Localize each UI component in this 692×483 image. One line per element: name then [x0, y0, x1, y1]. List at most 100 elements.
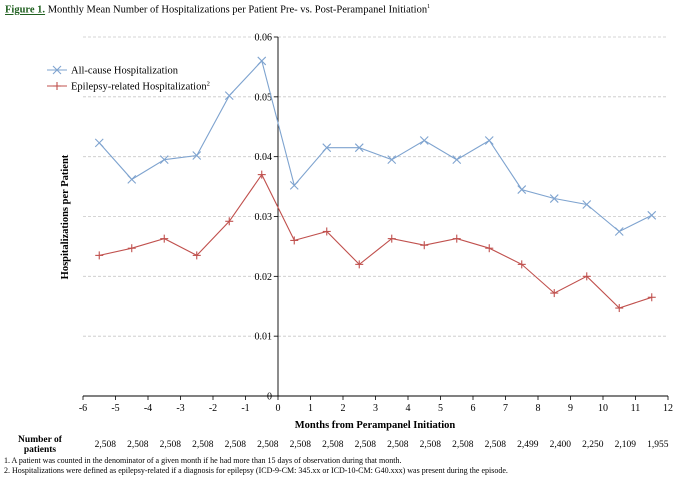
series-1-point [94, 138, 104, 148]
x-tick-label: -1 [241, 403, 249, 414]
series-2-point [355, 260, 364, 269]
x-tick-label: 5 [438, 403, 443, 414]
x-tick-label: 10 [598, 403, 608, 414]
patients-row-label: patients [24, 445, 57, 455]
x-tick-label: -3 [176, 403, 184, 414]
figure-title: Figure 1. Monthly Mean Number of Hospita… [5, 4, 430, 16]
patients-count: 2,508 [127, 440, 149, 450]
y-tick-label: 0.03 [255, 212, 273, 223]
series-1-point [484, 136, 494, 145]
x-tick-label: -2 [209, 403, 217, 414]
series-2-point [192, 251, 201, 260]
marker-stroke [549, 194, 559, 203]
x-tick-label: 8 [536, 403, 541, 414]
series-1-point [452, 155, 462, 165]
legend: All-cause Hospitalization Epilepsy-relate… [47, 66, 210, 93]
legend-label-text: Epilepsy-related Hospitalization [71, 82, 207, 93]
series-2-point [615, 304, 624, 313]
x-tick-label: 3 [373, 403, 378, 414]
series-2-point [160, 234, 169, 243]
x-tick-label: 1 [308, 403, 313, 414]
patients-row-label: Number of [18, 435, 63, 445]
x-tick-label: -4 [144, 403, 152, 414]
patients-count: 2,508 [95, 440, 117, 450]
series-1-point [419, 136, 429, 145]
series-1-point [192, 151, 202, 160]
axes: 00.010.020.030.040.050.06-6 -5 -4 -3 -2 -1 0 1 2… [79, 33, 673, 415]
patients-count: 2,508 [485, 440, 507, 450]
patients-count: 2,508 [387, 440, 409, 450]
series-2-point [257, 170, 266, 179]
series-1-point [549, 194, 559, 203]
series-1-point [322, 143, 332, 153]
legend-marker [53, 82, 61, 90]
patients-count: 2,508 [192, 440, 214, 450]
x-tick-label: 9 [568, 403, 573, 414]
series-1-point [127, 175, 137, 184]
patients-count: 2,508 [257, 440, 279, 450]
data-series [94, 56, 657, 313]
marker-stroke [387, 155, 397, 165]
patients-count: 2,508 [452, 440, 474, 450]
marker-stroke [224, 91, 234, 101]
x-tick-label: -6 [79, 403, 87, 414]
series-2-point [452, 234, 461, 243]
footnote-2: 2. Hospitalizations were defined as epil… [4, 466, 508, 475]
series-1-point [354, 143, 364, 153]
y-axis-title: Hospitalizations per Patient [60, 154, 71, 279]
series-2-point [485, 244, 494, 253]
marker-stroke [647, 210, 657, 220]
marker-stroke [257, 56, 267, 66]
x-tick-label: 6 [471, 403, 476, 414]
figure-title-text: Monthly Mean Number of Hospitalizations … [45, 4, 428, 16]
series-1-point [582, 200, 592, 209]
series-2-point [582, 272, 591, 281]
x-tick-label: 0 [276, 403, 281, 414]
series-1-point [257, 56, 267, 66]
patients-count: 2,250 [582, 440, 604, 450]
marker-stroke [127, 175, 137, 184]
y-tick-label: 0.06 [255, 33, 273, 44]
marker-stroke [614, 227, 624, 236]
patients-count: 2,508 [355, 440, 377, 450]
series-2-point [95, 251, 104, 260]
patients-count: 2,499 [517, 440, 539, 450]
x-tick-label: 7 [503, 403, 508, 414]
y-tick-label: 0.04 [255, 152, 273, 163]
y-tick-label: 0.01 [255, 332, 273, 343]
series-2-point [420, 241, 429, 250]
x-tick-label: 11 [631, 403, 641, 414]
series-2-point [550, 289, 559, 298]
marker-stroke [192, 151, 202, 160]
marker-stroke [52, 65, 62, 75]
figure-label: Figure 1. [5, 4, 46, 16]
series-2-point [127, 244, 136, 253]
marker-stroke [159, 155, 169, 165]
series-1-point [614, 227, 624, 236]
series-2-point [387, 234, 396, 243]
series-1-point [517, 185, 527, 194]
patients-count: 2,508 [290, 440, 312, 450]
series-line-1 [98, 59, 653, 233]
series-line-2 [99, 173, 652, 309]
marker-stroke [452, 155, 462, 165]
x-tick-label: 2 [341, 403, 346, 414]
legend-label: All-cause Hospitalization [71, 66, 179, 77]
x-tick-label: 12 [663, 403, 673, 414]
legend-label-text: All-cause Hospitalization [71, 66, 179, 77]
patients-count: 1,955 [647, 440, 669, 450]
series-1-point [224, 91, 234, 101]
x-tick-label: 4 [406, 403, 411, 414]
patients-count: 2,508 [420, 440, 442, 450]
series-2-point [225, 217, 234, 226]
series-2-point [517, 260, 526, 269]
marker-stroke [354, 143, 364, 153]
series-2-point [647, 293, 656, 302]
figure-title-footnote-mark: 1 [427, 4, 431, 10]
series-2-point [322, 227, 331, 236]
series-1-point [387, 155, 397, 165]
marker-stroke [419, 136, 429, 145]
marker-stroke [94, 138, 104, 148]
